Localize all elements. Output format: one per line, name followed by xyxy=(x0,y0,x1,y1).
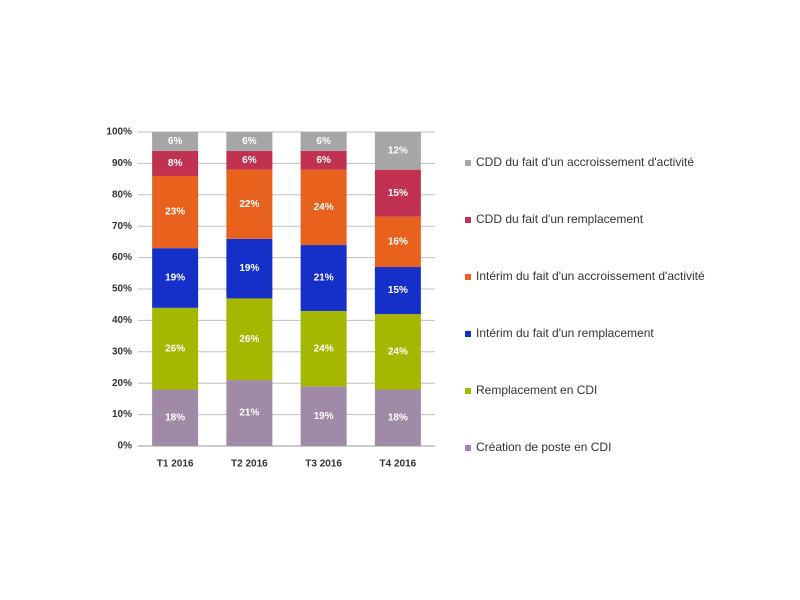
bar-segment xyxy=(374,132,421,170)
y-tick-label: 30% xyxy=(112,346,132,357)
bar-segment xyxy=(152,175,199,249)
data-label: 19% xyxy=(165,273,185,284)
y-tick-label: 40% xyxy=(112,315,132,326)
data-label: 19% xyxy=(314,411,334,422)
y-tick-label: 90% xyxy=(112,158,132,169)
legend-label: Intérim du fait d'un accroissement d'act… xyxy=(476,269,705,283)
x-tick-label: T1 2016 xyxy=(157,459,194,470)
data-label: 6% xyxy=(242,136,257,147)
bar-segment xyxy=(152,389,199,446)
bar-segment xyxy=(152,307,199,390)
bar-segment xyxy=(226,169,273,239)
legend-marker xyxy=(465,445,471,451)
x-tick-label: T2 2016 xyxy=(231,459,268,470)
legend-marker xyxy=(465,274,471,280)
legend-marker xyxy=(465,388,471,394)
data-label: 6% xyxy=(168,136,183,147)
bar-segment xyxy=(226,238,273,299)
legend-label: Intérim du fait d'un remplacement xyxy=(476,326,654,340)
data-label: 24% xyxy=(314,202,334,213)
y-tick-label: 20% xyxy=(112,378,132,389)
bar-segment xyxy=(152,248,199,308)
data-label: 23% xyxy=(165,207,185,218)
bar-segment xyxy=(300,245,347,311)
y-tick-label: 10% xyxy=(112,409,132,420)
bar-segment xyxy=(226,298,273,381)
data-label: 26% xyxy=(165,343,185,354)
data-label: 8% xyxy=(168,158,183,169)
x-tick-label: T4 2016 xyxy=(380,459,417,470)
legend-marker xyxy=(465,160,471,166)
data-label: 6% xyxy=(316,136,331,147)
data-label: 22% xyxy=(239,199,259,210)
data-label: 26% xyxy=(239,334,259,345)
y-tick-label: 80% xyxy=(112,189,132,200)
data-label: 6% xyxy=(242,155,257,166)
data-label: 15% xyxy=(388,188,408,199)
bar-segment xyxy=(300,150,347,170)
bar-segment xyxy=(374,314,421,390)
data-label: 24% xyxy=(314,343,334,354)
data-label: 15% xyxy=(388,285,408,296)
bar-segment xyxy=(374,267,421,315)
bar-segment xyxy=(300,169,347,246)
data-label: 18% xyxy=(165,412,185,423)
y-tick-label: 60% xyxy=(112,252,132,263)
data-label: 18% xyxy=(388,412,408,423)
bar-segment xyxy=(226,132,273,151)
legend-label: CDD du fait d'un remplacement xyxy=(476,212,644,226)
y-tick-label: 100% xyxy=(106,127,132,138)
bar-segment xyxy=(226,150,273,170)
bar-segment xyxy=(300,310,347,387)
bar-segment xyxy=(152,132,199,151)
data-label: 21% xyxy=(239,408,259,419)
bar-segment xyxy=(226,380,273,446)
y-tick-label: 0% xyxy=(118,441,133,452)
bar-segment xyxy=(374,169,421,217)
y-tick-label: 70% xyxy=(112,221,132,232)
data-label: 16% xyxy=(388,237,408,248)
legend-label: CDD du fait d'un accroissement d'activit… xyxy=(476,155,694,169)
bar-segment xyxy=(152,150,199,176)
legend-label: Création de poste en CDI xyxy=(476,440,611,454)
data-label: 21% xyxy=(314,273,334,284)
bar-segment xyxy=(374,389,421,446)
x-tick-label: T3 2016 xyxy=(305,459,342,470)
data-label: 19% xyxy=(239,263,259,274)
bar-segment xyxy=(374,216,421,268)
data-label: 6% xyxy=(316,155,331,166)
legend-marker xyxy=(465,217,471,223)
y-tick-label: 50% xyxy=(112,284,132,295)
bar-segment xyxy=(300,386,347,446)
data-label: 24% xyxy=(388,346,408,357)
legend-label: Remplacement en CDI xyxy=(476,383,597,397)
legend-marker xyxy=(465,331,471,337)
bar-segment xyxy=(300,132,347,151)
data-label: 12% xyxy=(388,145,408,156)
